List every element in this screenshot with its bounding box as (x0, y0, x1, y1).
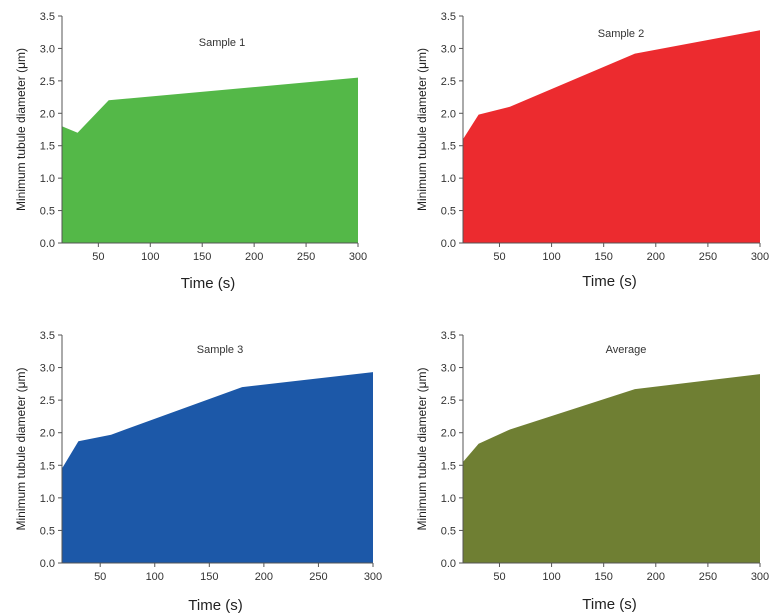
x-tick-label: 150 (595, 571, 613, 583)
chart-title: Sample 2 (598, 28, 644, 40)
y-tick-label: 1.0 (40, 173, 55, 185)
x-tick-label: 300 (751, 251, 769, 263)
chart-panel-3: 0.0 0.5 1.0 1.5 2.0 2.5 3.0 3.5 50 100 150 200 250 30… (14, 330, 382, 614)
x-tick-label: 250 (699, 571, 717, 583)
y-tick-label: 2.5 (40, 395, 55, 407)
y-tick-label: 0.0 (441, 558, 456, 570)
x-tick-label: 200 (647, 571, 665, 583)
y-tick-label: 0.5 (441, 525, 456, 537)
y-tick-label: 0.0 (441, 238, 456, 250)
y-tick-label: 0.5 (441, 206, 456, 218)
chart-title: Sample 1 (199, 37, 245, 49)
y-tick-label: 3.5 (40, 11, 55, 23)
y-tick-label: 2.5 (441, 76, 456, 88)
y-tick-label: 3.0 (441, 43, 456, 55)
y-tick-label: 1.0 (40, 493, 55, 505)
x-axis-label: Time (s) (582, 596, 636, 613)
chart-title: Average (606, 344, 647, 356)
y-tick-label: 3.5 (441, 11, 456, 23)
x-tick-label: 150 (595, 251, 613, 263)
y-tick-label: 0.0 (40, 558, 55, 570)
x-tick-label: 100 (542, 571, 560, 583)
x-axis-label: Time (s) (181, 275, 235, 292)
y-tick-label: 1.0 (441, 173, 456, 185)
chart-panel-1: 0.0 0.5 1.0 1.5 2.0 2.5 3.0 3.5 50 100 150 200 250 30… (14, 11, 367, 292)
x-tick-label: 300 (751, 571, 769, 583)
chart-panel-4: 0.0 0.5 1.0 1.5 2.0 2.5 3.0 3.5 50 100 150 200 250 30… (415, 330, 769, 613)
x-tick-label: 250 (699, 251, 717, 263)
x-tick-label: 50 (94, 571, 106, 583)
x-tick-label: 50 (92, 251, 104, 263)
x-tick-label: 300 (349, 251, 367, 263)
x-tick-label: 200 (255, 571, 273, 583)
x-tick-label: 200 (647, 251, 665, 263)
x-tick-label: 50 (493, 571, 505, 583)
y-tick-label: 0.5 (40, 206, 55, 218)
y-tick-label: 3.5 (40, 330, 55, 342)
y-tick-label: 2.5 (40, 76, 55, 88)
y-tick-label: 2.0 (441, 428, 456, 440)
y-tick-label: 0.5 (40, 525, 55, 537)
y-tick-label: 0.0 (40, 238, 55, 250)
area-series-1 (62, 77, 358, 243)
x-tick-label: 100 (146, 571, 164, 583)
y-tick-label: 2.5 (441, 395, 456, 407)
x-tick-label: 150 (193, 251, 211, 263)
chart-title: Sample 3 (197, 344, 243, 356)
x-axis-label: Time (s) (188, 597, 242, 614)
x-tick-label: 100 (542, 251, 560, 263)
y-tick-label: 3.0 (441, 363, 456, 375)
x-tick-label: 100 (141, 251, 159, 263)
area-series-1 (463, 30, 760, 243)
y-tick-label: 1.0 (441, 493, 456, 505)
x-tick-label: 150 (200, 571, 218, 583)
y-tick-label: 3.5 (441, 330, 456, 342)
y-tick-label: 2.0 (441, 108, 456, 120)
y-tick-label: 1.5 (441, 460, 456, 472)
y-tick-label: 2.0 (40, 428, 55, 440)
y-axis-label: Minimum tubule diameter (μm) (14, 48, 28, 211)
y-tick-label: 3.0 (40, 43, 55, 55)
y-tick-label: 3.0 (40, 363, 55, 375)
area-series-1 (463, 374, 760, 563)
y-axis-label: Minimum tubule diameter (μm) (415, 48, 429, 211)
x-tick-label: 250 (297, 251, 315, 263)
y-axis-label: Minimum tubule diameter (μm) (14, 368, 28, 531)
chart-panel-2: 0.0 0.5 1.0 1.5 2.0 2.5 3.0 3.5 50 100 150 200 250 30… (415, 11, 769, 290)
area-series-1 (62, 372, 373, 563)
y-tick-label: 1.5 (40, 460, 55, 472)
y-tick-label: 2.0 (40, 108, 55, 120)
x-axis-label: Time (s) (582, 273, 636, 290)
y-axis-label: Minimum tubule diameter (μm) (415, 368, 429, 531)
x-tick-label: 300 (364, 571, 382, 583)
y-tick-label: 1.5 (441, 141, 456, 153)
x-tick-label: 250 (309, 571, 327, 583)
x-tick-label: 200 (245, 251, 263, 263)
y-tick-label: 1.5 (40, 141, 55, 153)
x-tick-label: 50 (493, 251, 505, 263)
